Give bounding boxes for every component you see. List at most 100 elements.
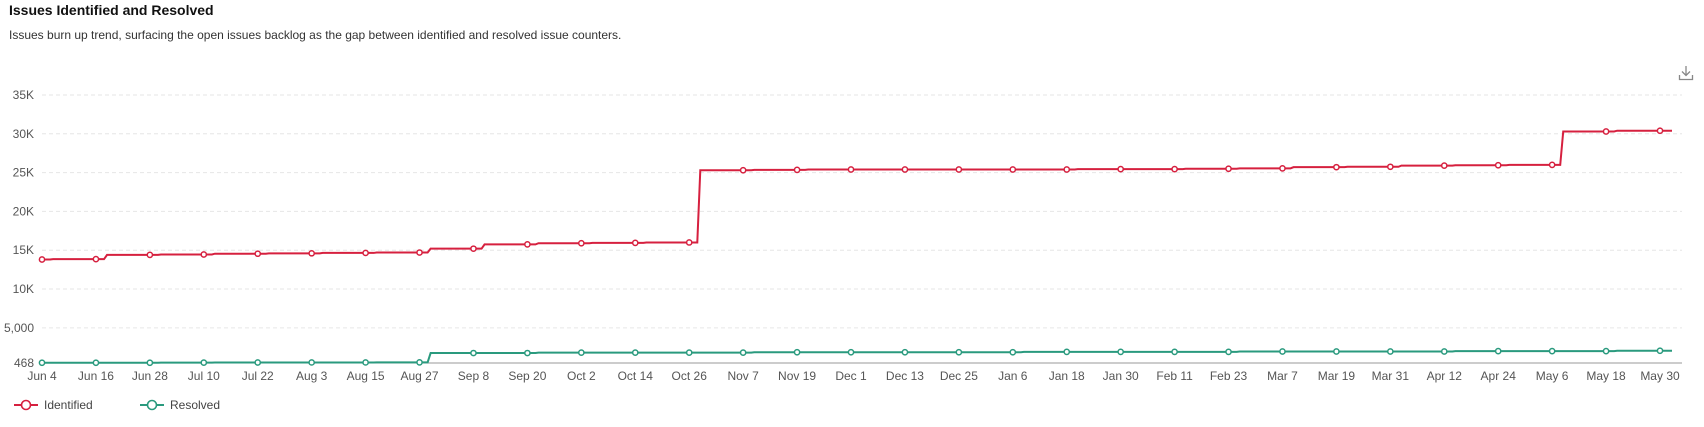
data-point-resolved[interactable] [955, 348, 963, 356]
data-point-resolved[interactable] [146, 359, 154, 367]
data-point-identified[interactable] [1333, 163, 1340, 171]
data-point-identified[interactable] [1548, 161, 1556, 169]
y-tick-label: 5,000 [4, 321, 34, 335]
data-point-resolved[interactable] [470, 349, 477, 357]
data-point-identified[interactable] [146, 251, 154, 259]
data-point-resolved[interactable] [200, 359, 208, 366]
data-point-identified[interactable] [1117, 165, 1125, 173]
data-point-identified[interactable] [955, 166, 963, 173]
y-axis: 468 5,000 10K 15K 20K 25K 30K 35K [4, 88, 34, 370]
data-point-identified[interactable] [1279, 164, 1286, 172]
data-point-identified[interactable] [1386, 163, 1394, 171]
x-tick-label: Mar 19 [1318, 369, 1356, 383]
x-tick-label: Jul 22 [242, 369, 274, 383]
data-point-resolved[interactable] [1225, 348, 1232, 356]
data-point-resolved[interactable] [1602, 347, 1610, 355]
legend-item-identified[interactable]: Identified [44, 398, 93, 412]
data-point-identified[interactable] [793, 166, 801, 174]
x-tick-label: Dec 13 [886, 369, 924, 383]
data-point-identified[interactable] [254, 250, 262, 258]
x-tick-label: Sep 20 [508, 369, 546, 383]
data-point-resolved[interactable] [631, 349, 639, 357]
x-tick-label: Oct 26 [672, 369, 708, 383]
y-tick-label: 25K [13, 166, 34, 180]
data-point-identified[interactable] [1602, 128, 1610, 135]
x-tick-label: May 18 [1586, 369, 1626, 383]
data-point-resolved[interactable] [524, 349, 531, 357]
x-tick-label: Aug 27 [401, 369, 439, 383]
data-point-resolved[interactable] [793, 348, 801, 356]
data-point-identified[interactable] [1225, 165, 1232, 173]
data-point-identified[interactable] [308, 249, 316, 257]
data-point-identified[interactable] [901, 166, 909, 173]
data-point-identified[interactable] [1440, 162, 1448, 169]
data-point-resolved[interactable] [739, 349, 747, 357]
x-tick-label: Jun 16 [78, 369, 114, 383]
data-point-identified[interactable] [847, 166, 855, 173]
data-point-identified[interactable] [416, 249, 423, 256]
data-point-resolved[interactable] [1656, 347, 1664, 355]
x-tick-label: Nov 7 [727, 369, 759, 383]
data-point-resolved[interactable] [1171, 348, 1178, 356]
data-point-resolved[interactable] [362, 359, 369, 366]
x-tick-label: Mar 31 [1372, 369, 1410, 383]
data-point-identified[interactable] [1063, 166, 1071, 173]
legend: Identified Resolved [14, 398, 220, 412]
data-point-resolved[interactable] [1494, 347, 1502, 355]
data-point-resolved[interactable] [847, 348, 855, 356]
data-point-resolved[interactable] [1063, 348, 1071, 356]
data-point-identified[interactable] [685, 239, 693, 246]
x-tick-label: Jan 18 [1049, 369, 1085, 383]
data-point-resolved[interactable] [416, 359, 423, 366]
x-tick-label: Aug 3 [296, 369, 328, 383]
data-point-identified[interactable] [470, 245, 477, 253]
data-point-resolved[interactable] [92, 359, 100, 367]
data-point-identified[interactable] [92, 255, 100, 263]
y-tick-label: 468 [14, 356, 34, 370]
x-tick-label: Nov 19 [778, 369, 816, 383]
data-point-resolved[interactable] [1009, 348, 1017, 356]
data-point-identified[interactable] [1009, 166, 1017, 173]
data-point-identified[interactable] [200, 251, 208, 258]
x-tick-label: Jul 10 [188, 369, 220, 383]
data-point-resolved[interactable] [1333, 348, 1340, 355]
y-tick-label: 10K [13, 282, 34, 296]
legend-marker [20, 399, 32, 411]
data-point-resolved[interactable] [308, 359, 316, 366]
data-point-resolved[interactable] [1548, 347, 1556, 355]
data-point-resolved[interactable] [901, 348, 909, 356]
data-point-resolved[interactable] [1440, 348, 1448, 355]
data-point-identified[interactable] [38, 256, 46, 263]
data-point-identified[interactable] [577, 239, 585, 247]
x-tick-label: Aug 15 [347, 369, 385, 383]
data-point-identified[interactable] [524, 241, 531, 248]
x-tick-label: Oct 14 [618, 369, 654, 383]
data-point-identified[interactable] [1494, 161, 1502, 169]
x-tick-label: Apr 12 [1427, 369, 1463, 383]
data-point-resolved[interactable] [1117, 348, 1125, 356]
x-tick-label: Feb 23 [1210, 369, 1248, 383]
data-point-identified[interactable] [1171, 165, 1178, 173]
data-point-resolved[interactable] [1386, 348, 1394, 355]
download-icon[interactable] [1678, 65, 1694, 81]
data-point-identified[interactable] [739, 166, 747, 174]
data-point-resolved[interactable] [254, 359, 262, 366]
y-tick-label: 15K [13, 243, 34, 257]
y-tick-label: 30K [13, 127, 34, 141]
x-tick-label: Mar 7 [1267, 369, 1298, 383]
data-point-resolved[interactable] [38, 359, 46, 367]
x-tick-label: Jun 28 [132, 369, 168, 383]
series-layer [38, 127, 1672, 367]
data-point-resolved[interactable] [577, 349, 585, 357]
x-tick-label: Jun 4 [27, 369, 57, 383]
data-point-identified[interactable] [1656, 127, 1664, 135]
x-tick-label: Oct 2 [567, 369, 596, 383]
data-point-resolved[interactable] [1279, 348, 1286, 355]
series-line-identified [42, 129, 1672, 261]
x-tick-label: Dec 25 [940, 369, 978, 383]
legend-item-resolved[interactable]: Resolved [170, 398, 220, 412]
data-point-identified[interactable] [362, 249, 369, 257]
data-point-resolved[interactable] [685, 349, 693, 357]
data-point-identified[interactable] [631, 239, 639, 247]
